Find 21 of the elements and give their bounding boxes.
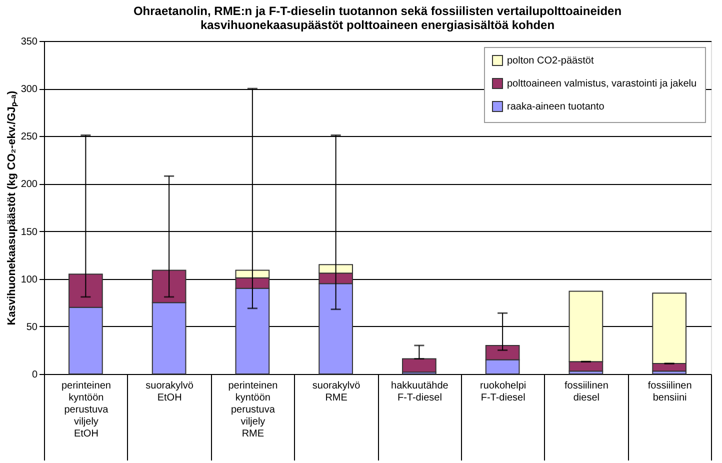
x-tick-label: fossiilinen bensiini [648, 380, 692, 404]
chart-title: Ohraetanolin, RME:n ja F-T-dieselin tuotannon sekä fossiilisten vertailupolttoaineiden kasvihuonekaasupäästöt polttoaineen energiasisältöä kohden [133, 4, 622, 32]
y-tick-label: 100 [20, 274, 38, 286]
legend-label: polttoaineen valmistus, varastointi ja jakelu [507, 78, 697, 90]
y-tick-label: 300 [20, 84, 38, 96]
x-tick-label: suorakylvö RME [312, 380, 361, 404]
y-tick-label: 200 [20, 179, 38, 190]
x-tick-label: ruokohelpi F-T-diesel [480, 380, 526, 404]
y-tick-label: 0 [32, 370, 38, 380]
x-tick-label: suorakylvö EtOH [146, 380, 194, 404]
y-tick-label: 50 [26, 322, 38, 333]
legend-label: polton CO2-päästöt [507, 56, 594, 66]
legend-label: raaka-aineen tuotanto [507, 102, 605, 112]
x-tick-label: hakkuutähde F-T-diesel [391, 380, 449, 404]
x-tick-label: perinteinen kyntöön perustuva viljely RME [228, 380, 278, 440]
y-tick-label: 350 [20, 36, 38, 48]
y-axis-title: Kasvihuonekaasupäästöt (kg CO₂-ekv./GJₚ₋ₐ) [6, 90, 18, 326]
x-tick-label: perinteinen kyntöön perustuva viljely EtOH [61, 380, 111, 440]
x-tick-label: fossiilinen diesel [564, 380, 608, 404]
y-tick-label: 150 [20, 226, 38, 238]
y-tick-label: 250 [20, 132, 38, 143]
